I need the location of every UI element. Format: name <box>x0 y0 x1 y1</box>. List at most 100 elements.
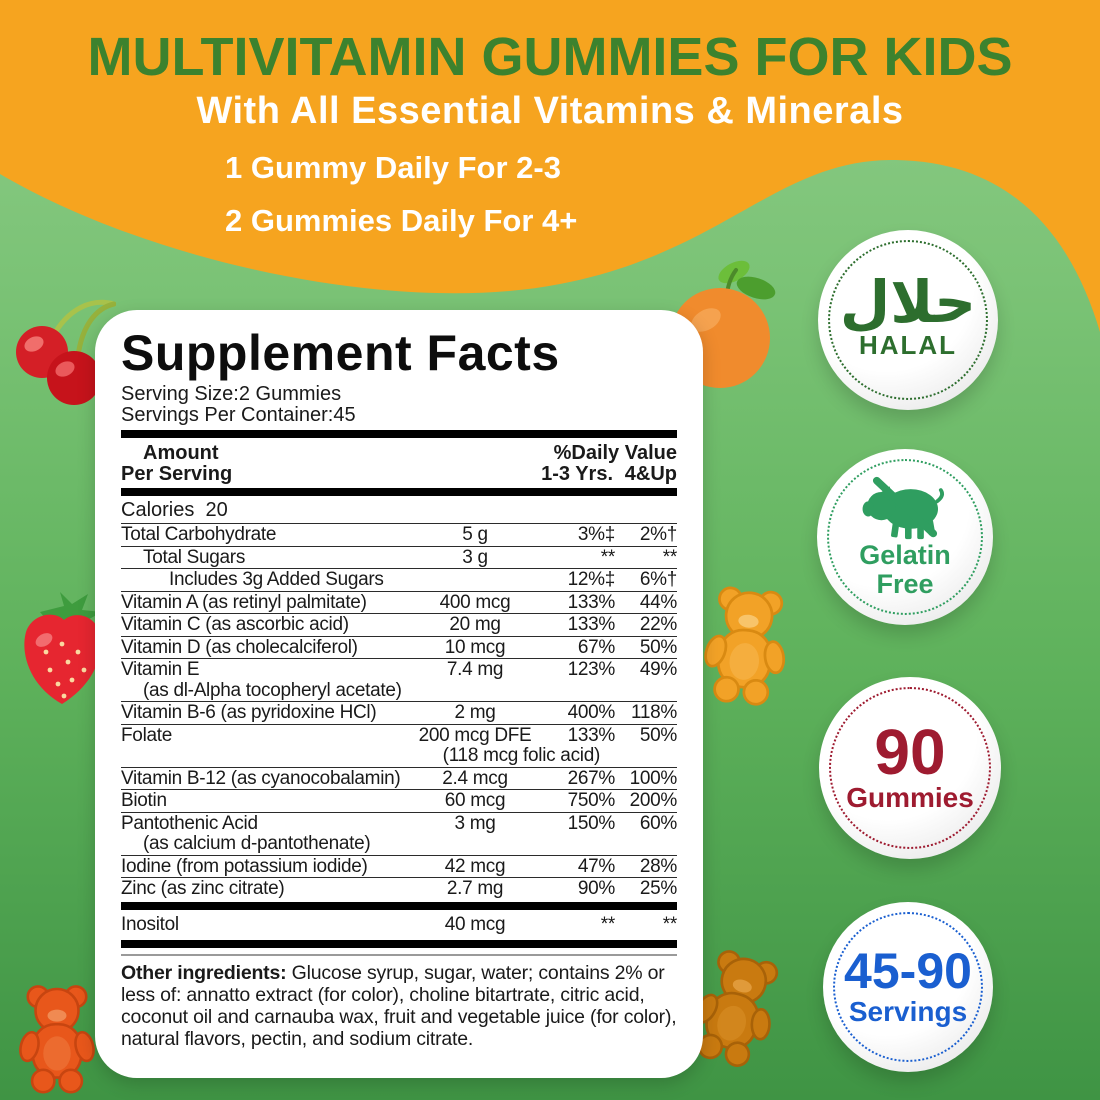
dosage-line-1: 1 Gummy Daily For 2-3 <box>225 150 561 185</box>
daily-value-4up: ** <box>662 913 678 935</box>
servings-per-container: Servings Per Container:45 <box>121 404 356 426</box>
dotted-ring <box>829 687 991 849</box>
nutrient-amount: 60 mcg <box>444 790 506 811</box>
table-row: Total Carbohydrate 5 g 3%‡ 2%† <box>121 523 677 546</box>
nutrient-name: Zinc (as zinc citrate) <box>121 878 285 899</box>
daily-value-1-3yrs: 750% <box>567 790 616 811</box>
nutrient-name: Folate <box>121 724 173 746</box>
nutrient-name: Vitamin C (as ascorbic acid) <box>121 614 349 635</box>
daily-value-1-3yrs: 3%‡ <box>577 524 615 545</box>
daily-value-4up: 50% <box>639 724 677 746</box>
daily-value-1-3yrs: 67% <box>577 636 615 658</box>
divider-bar <box>121 940 677 948</box>
daily-value-4up: 49% <box>639 659 677 680</box>
daily-value-1-3yrs: 400% <box>567 702 616 723</box>
page-title: MULTIVITAMIN GUMMIES FOR KIDS <box>87 27 1013 87</box>
table-row: Zinc (as zinc citrate) 2.7 mg 90% 25% <box>121 877 677 900</box>
nutrient-name: Biotin <box>121 790 167 811</box>
daily-value-1-3yrs: 133% <box>567 724 616 746</box>
daily-value-1-3yrs: 123% <box>567 659 616 680</box>
daily-value-1-3yrs: 47% <box>577 855 615 877</box>
other-ingredients-text: Glucose syrup, sugar, water; contains 2%… <box>121 962 677 1050</box>
nutrient-amount: 3 g <box>462 546 488 568</box>
table-row: Vitamin A (as retinyl palmitate) 400 mcg 1… <box>121 590 677 614</box>
nutrient-name: Vitamin A (as retinyl palmitate) <box>121 591 367 613</box>
dosage-line-2: 2 Gummies Daily For 4+ <box>225 203 578 238</box>
daily-value-4up: 60% <box>639 812 677 834</box>
daily-value-1-3yrs: 267% <box>567 767 616 789</box>
nutrient-amount: 2 mg <box>454 702 496 723</box>
nutrient-subtext: (118 mcg folic acid) <box>442 745 601 766</box>
daily-value-4up: 118% <box>631 702 677 723</box>
nutrient-name: Total Sugars <box>143 546 246 568</box>
section-divider <box>121 954 677 956</box>
table-row: Vitamin E 7.4 mg 123% 49% (as dl-Alpha tocop… <box>121 658 677 701</box>
table-row: Total Sugars 3 g ** ** <box>121 545 677 569</box>
page-subtitle: With All Essential Vitamins & Minerals <box>196 90 904 132</box>
halal-badge: حلال HALAL <box>818 230 998 410</box>
daily-value-1-3yrs: 90% <box>577 878 615 899</box>
cherries-image <box>16 299 116 405</box>
dv-col-4up: 4&Up <box>624 463 677 485</box>
table-row: Includes 3g Added Sugars 12%‡ 6%† <box>121 568 677 591</box>
supplement-facts-panel: Supplement Facts Serving Size:2 Gummies … <box>95 310 703 1078</box>
table-header: Amount Per Serving %Daily Value 1-3 Yrs.… <box>121 442 677 486</box>
table-row: Inositol 40 mcg ** ** <box>121 912 677 939</box>
nutrient-name: Vitamin E <box>121 659 200 680</box>
nutrient-name: Inositol <box>121 913 179 935</box>
daily-value-1-3yrs: 12%‡ <box>567 569 616 590</box>
table-row: Vitamin D (as cholecalciferol) 10 mcg 67% 5… <box>121 635 677 659</box>
divider-bar <box>121 901 677 910</box>
daily-value-4up: 25% <box>639 878 677 899</box>
daily-value-4up: 100% <box>629 767 678 789</box>
dv-col-1-3yrs: 1-3 Yrs. <box>541 463 613 485</box>
daily-value-4up: 200% <box>629 790 678 811</box>
daily-value-4up: 44% <box>639 591 677 613</box>
nutrient-amount: 7.4 mg <box>446 659 504 680</box>
table-row: Vitamin B-12 (as cyanocobalamin) 2.4 mcg 2… <box>121 766 678 790</box>
nutrient-subtext: (as dl-Alpha tocopheryl acetate) <box>143 679 402 701</box>
nutrient-name: Vitamin D (as cholecalciferol) <box>121 636 358 658</box>
header: MULTIVITAMIN GUMMIES FOR KIDS With All E… <box>0 0 1100 133</box>
nutrient-table: Total Carbohydrate 5 g 3%‡ 2%† Total Sugars 3… <box>121 523 677 900</box>
inositol-table: Inositol 40 mcg ** ** <box>121 912 677 939</box>
nutrient-amount: 2.4 mcg <box>442 767 508 789</box>
nutrient-name: Includes 3g Added Sugars <box>169 569 384 590</box>
supplement-facts-title: Supplement Facts <box>121 325 560 381</box>
nutrient-amount: 20 mg <box>449 614 501 635</box>
nutrient-name: Vitamin B-6 (as pyridoxine HCl) <box>121 702 377 723</box>
dotted-ring <box>828 240 988 400</box>
gummies-count-badge: 90 Gummies <box>819 677 1001 859</box>
daily-value-4up: 50% <box>639 636 677 658</box>
nutrient-amount: 42 mcg <box>444 855 506 877</box>
nutrient-amount: 400 mcg <box>439 591 511 613</box>
nutrient-amount: 3 mg <box>454 812 496 834</box>
nutrient-amount: 2.7 mg <box>446 878 504 899</box>
divider-bar <box>121 430 677 438</box>
daily-value-4up: 6%† <box>639 569 677 590</box>
daily-value-1-3yrs: ** <box>600 913 616 935</box>
nutrient-amount: 40 mcg <box>444 913 506 935</box>
other-ingredients-label: Other ingredients: <box>121 962 287 984</box>
strawberry-image <box>24 592 102 704</box>
table-row: Vitamin C (as ascorbic acid) 20 mg 133% 22% <box>121 613 677 636</box>
nutrient-subtext: (as calcium d-pantothenate) <box>143 833 371 854</box>
gummy-bear-red-image <box>19 985 95 1094</box>
amount-header: Amount Per Serving <box>121 442 233 485</box>
servings-badge: 45-90 Servings <box>823 902 993 1072</box>
daily-value-4up: 28% <box>639 855 677 877</box>
gummy-bear-brown-image <box>694 950 779 1067</box>
nutrient-amount: 200 mcg DFE <box>418 724 532 746</box>
table-row: Vitamin B-6 (as pyridoxine HCl) 2 mg 400% 1… <box>121 701 677 724</box>
other-ingredients: Other ingredients: Glucose syrup, sugar,… <box>121 962 677 1050</box>
nutrient-amount: 5 g <box>462 524 488 545</box>
table-row: Folate 200 mcg DFE 133% 50% (118 mcg folic a… <box>121 723 677 767</box>
nutrient-name: Iodine (from potassium iodide) <box>121 855 368 877</box>
daily-value-header: %Daily Value 1-3 Yrs. 4&Up <box>467 443 677 485</box>
daily-value-1-3yrs: 150% <box>567 812 616 834</box>
gummy-bear-amber-image <box>704 586 786 706</box>
calories-row: Calories 20 <box>121 499 228 521</box>
serving-size: Serving Size:2 Gummies <box>121 383 342 405</box>
nutrient-name: Vitamin B-12 (as cyanocobalamin) <box>121 767 401 789</box>
